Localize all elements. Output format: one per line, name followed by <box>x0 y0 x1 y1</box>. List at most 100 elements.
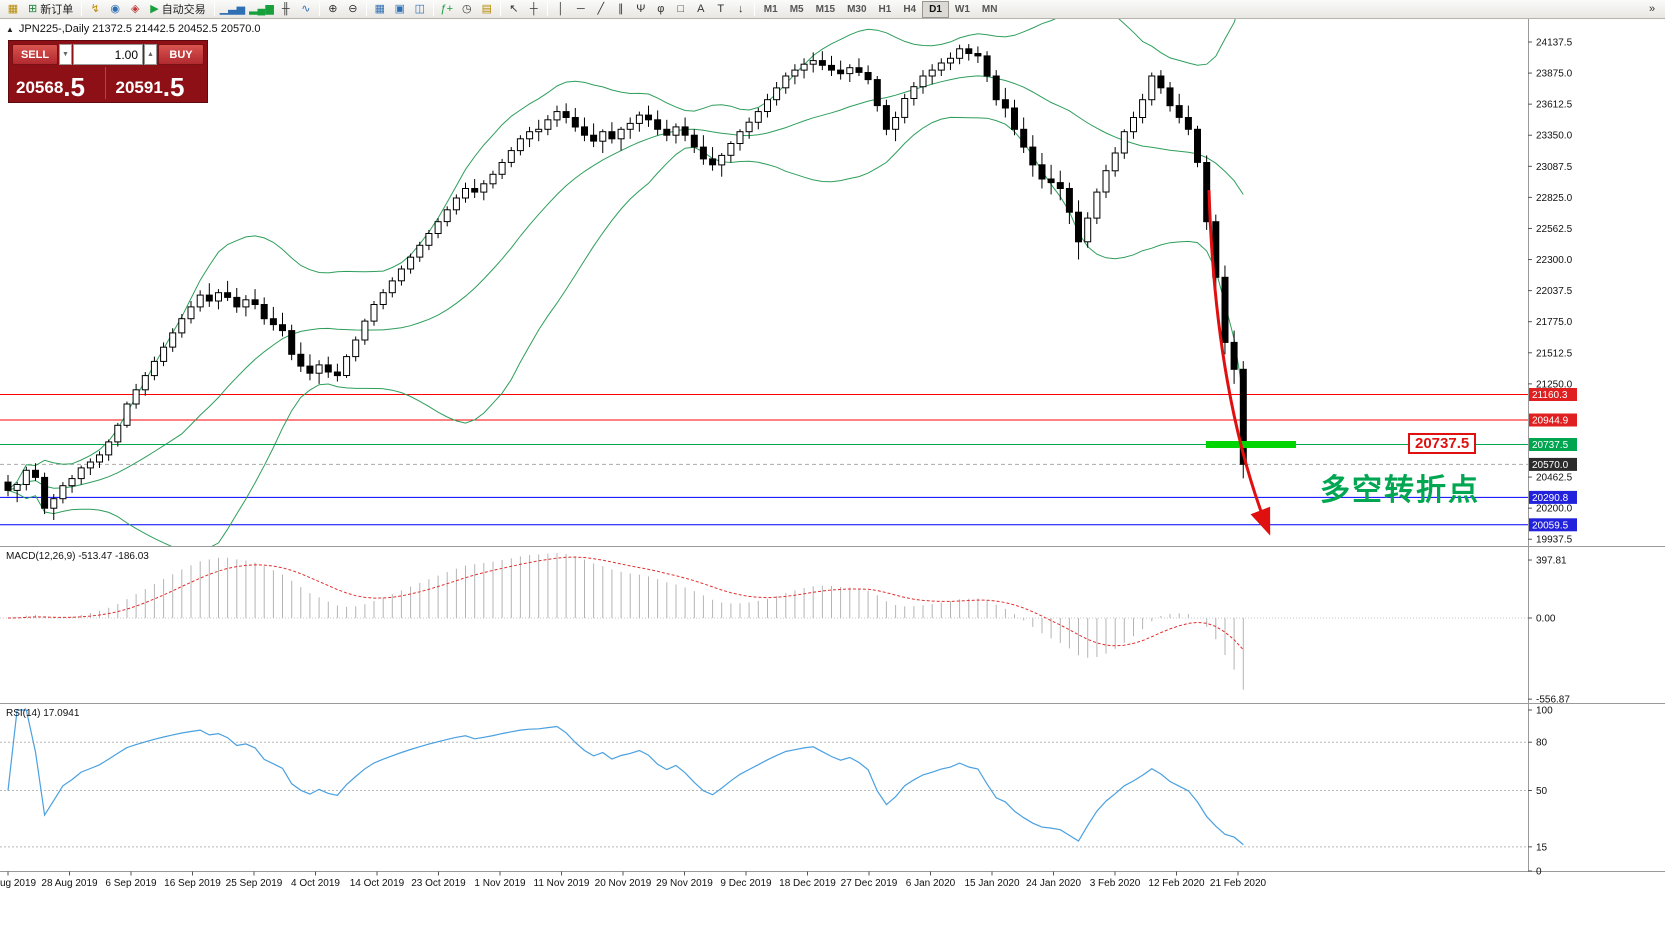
timeframe-m30[interactable]: M30 <box>847 3 867 15</box>
svg-text:15: 15 <box>1536 842 1548 853</box>
svg-text:24137.5: 24137.5 <box>1536 38 1573 49</box>
tick-chart-icon[interactable]: ▁▃▅ <box>218 1 247 18</box>
vertical-line-icon[interactable]: │ <box>551 1 571 18</box>
svg-text:29 Nov 2019: 29 Nov 2019 <box>656 878 713 889</box>
svg-text:21 Feb 2020: 21 Feb 2020 <box>1210 878 1267 889</box>
label-icon[interactable]: T <box>711 1 731 18</box>
price-level-annotation[interactable]: 20737.5 <box>1408 433 1477 454</box>
cursor-icon-glyph: ↖ <box>509 2 519 15</box>
svg-text:3 Feb 2020: 3 Feb 2020 <box>1090 878 1141 889</box>
svg-text:20462.5: 20462.5 <box>1536 473 1573 484</box>
templates-button[interactable]: ▤ <box>477 1 497 18</box>
svg-text:25 Sep 2019: 25 Sep 2019 <box>226 878 283 889</box>
toolbar-separator <box>753 2 755 16</box>
zoom-in-button[interactable]: ⊕ <box>323 1 343 18</box>
andrews-pitchfork-icon[interactable]: Ψ <box>631 1 651 18</box>
chart-window-icon-glyph: ▦ <box>7 2 19 15</box>
svg-text:23 Oct 2019: 23 Oct 2019 <box>411 878 466 889</box>
cursor-icon[interactable]: ↖ <box>504 1 524 18</box>
periods-button[interactable]: ◷ <box>457 1 477 18</box>
chart-window-icon[interactable]: ▦ <box>3 1 23 18</box>
svg-text:50: 50 <box>1536 786 1548 797</box>
shapes-icon[interactable]: □ <box>671 1 691 18</box>
svg-text:20290.8: 20290.8 <box>1532 493 1569 504</box>
svg-text:20059.5: 20059.5 <box>1532 520 1569 531</box>
svg-text:-556.87: -556.87 <box>1536 695 1570 706</box>
svg-text:20944.9: 20944.9 <box>1532 416 1569 427</box>
arrange-windows-icon[interactable]: ◫ <box>410 1 430 18</box>
candlestick-chart-icon[interactable]: ╫ <box>276 1 296 18</box>
text-icon[interactable]: A <box>691 1 711 18</box>
fibonacci-icon[interactable]: φ <box>651 1 671 18</box>
timeframe-d1[interactable]: D1 <box>922 0 949 18</box>
svg-text:21250.0: 21250.0 <box>1536 379 1573 390</box>
svg-text:4 Oct 2019: 4 Oct 2019 <box>291 878 340 889</box>
rsi-layer <box>0 709 1528 848</box>
svg-text:15 Jan 2020: 15 Jan 2020 <box>964 878 1019 889</box>
volume-down-button[interactable]: ▼ <box>59 44 72 65</box>
channel-icon[interactable]: ∥ <box>611 1 631 18</box>
svg-text:12 Feb 2020: 12 Feb 2020 <box>1148 878 1205 889</box>
cascade-windows-icon-glyph: ▣ <box>394 2 405 15</box>
signals-icon[interactable]: ◈ <box>125 1 145 18</box>
channel-icon-glyph: ∥ <box>618 2 624 15</box>
buy-price: 20591.5 <box>104 67 205 100</box>
arrange-windows-icon-glyph: ◫ <box>414 2 425 15</box>
volume-up-button[interactable]: ▲ <box>144 44 157 65</box>
label-icon-glyph: T <box>717 2 725 15</box>
toolbar-overflow-button[interactable]: » <box>1648 3 1656 15</box>
timeframe-m1[interactable]: M1 <box>763 3 778 15</box>
zoom-out-button[interactable]: ⊖ <box>343 1 363 18</box>
trendline-icon[interactable]: ╱ <box>591 1 611 18</box>
svg-text:18 Dec 2019: 18 Dec 2019 <box>779 878 836 889</box>
sell-price-main: 20568 <box>16 78 64 97</box>
signals-icon-glyph: ◈ <box>130 2 140 15</box>
crosshair-icon[interactable]: ┼ <box>524 1 544 18</box>
svg-text:6 Sep 2019: 6 Sep 2019 <box>105 878 157 889</box>
shapes-icon-glyph: □ <box>677 2 685 15</box>
new-order-button[interactable]: ⊞ 新订单 <box>23 1 78 18</box>
volume-input[interactable] <box>73 44 143 65</box>
macd-indicator-label: MACD(12,26,9) -513.47 -186.03 <box>6 551 149 562</box>
turning-point-annotation[interactable]: 多空转折点 <box>1320 474 1480 507</box>
timeframe-h1[interactable]: H1 <box>878 3 892 15</box>
svg-text:20737.5: 20737.5 <box>1532 440 1569 451</box>
timeframe-h4[interactable]: H4 <box>903 3 917 15</box>
bar-chart-icon[interactable]: ▂▄▆ <box>247 1 276 18</box>
market-icon[interactable]: ◉ <box>105 1 125 18</box>
trend-arrow[interactable] <box>1207 189 1271 536</box>
sell-button[interactable]: SELL <box>12 44 58 65</box>
auto-trading-button[interactable]: ▶ 自动交易 <box>145 1 210 18</box>
arrows-icon[interactable]: ↓ <box>731 1 751 18</box>
timeframe-w1[interactable]: W1 <box>954 3 970 15</box>
timeframe-m15[interactable]: M15 <box>815 3 836 15</box>
timeframe-mn[interactable]: MN <box>981 3 998 15</box>
price-axis[interactable]: 24137.5 23875.0 23612.5 23350.0 23087.5 22825… <box>1528 38 1577 878</box>
svg-text:23612.5: 23612.5 <box>1536 100 1573 111</box>
cascade-windows-icon[interactable]: ▣ <box>390 1 410 18</box>
collapse-trade-panel-icon[interactable]: ▲ <box>6 24 14 34</box>
vertical-line-icon-glyph: │ <box>557 2 565 15</box>
crosshair-icon-glyph: ┼ <box>529 2 538 15</box>
svg-text:19937.5: 19937.5 <box>1536 535 1573 546</box>
indicators-button[interactable]: ƒ+ <box>437 1 457 18</box>
timeframe-m5[interactable]: M5 <box>789 3 804 15</box>
toolbar-separator <box>365 2 367 16</box>
metaeditor-icon[interactable]: ↯ <box>85 1 105 18</box>
annotations-layer[interactable] <box>1206 189 1296 536</box>
horizontal-line-icon[interactable]: ─ <box>571 1 591 18</box>
periods-glyph: ◷ <box>461 2 472 15</box>
support-highlight[interactable] <box>1206 441 1296 448</box>
templates-glyph: ▤ <box>481 2 492 15</box>
tile-windows-icon[interactable]: ▦ <box>370 1 390 18</box>
svg-text:397.81: 397.81 <box>1536 556 1567 567</box>
line-chart-icon[interactable]: ∿ <box>296 1 316 18</box>
svg-text:14 Oct 2019: 14 Oct 2019 <box>350 878 405 889</box>
bollinger-layer <box>7 19 1244 546</box>
buy-button[interactable]: BUY <box>158 44 204 65</box>
time-axis[interactable]: 19 Aug 2019 28 Aug 2019 6 Sep 2019 16 Sep 2… <box>0 871 1267 890</box>
symbol-ohlc-text: JPN225-,Daily 21372.5 21442.5 20452.5 20… <box>18 23 261 35</box>
